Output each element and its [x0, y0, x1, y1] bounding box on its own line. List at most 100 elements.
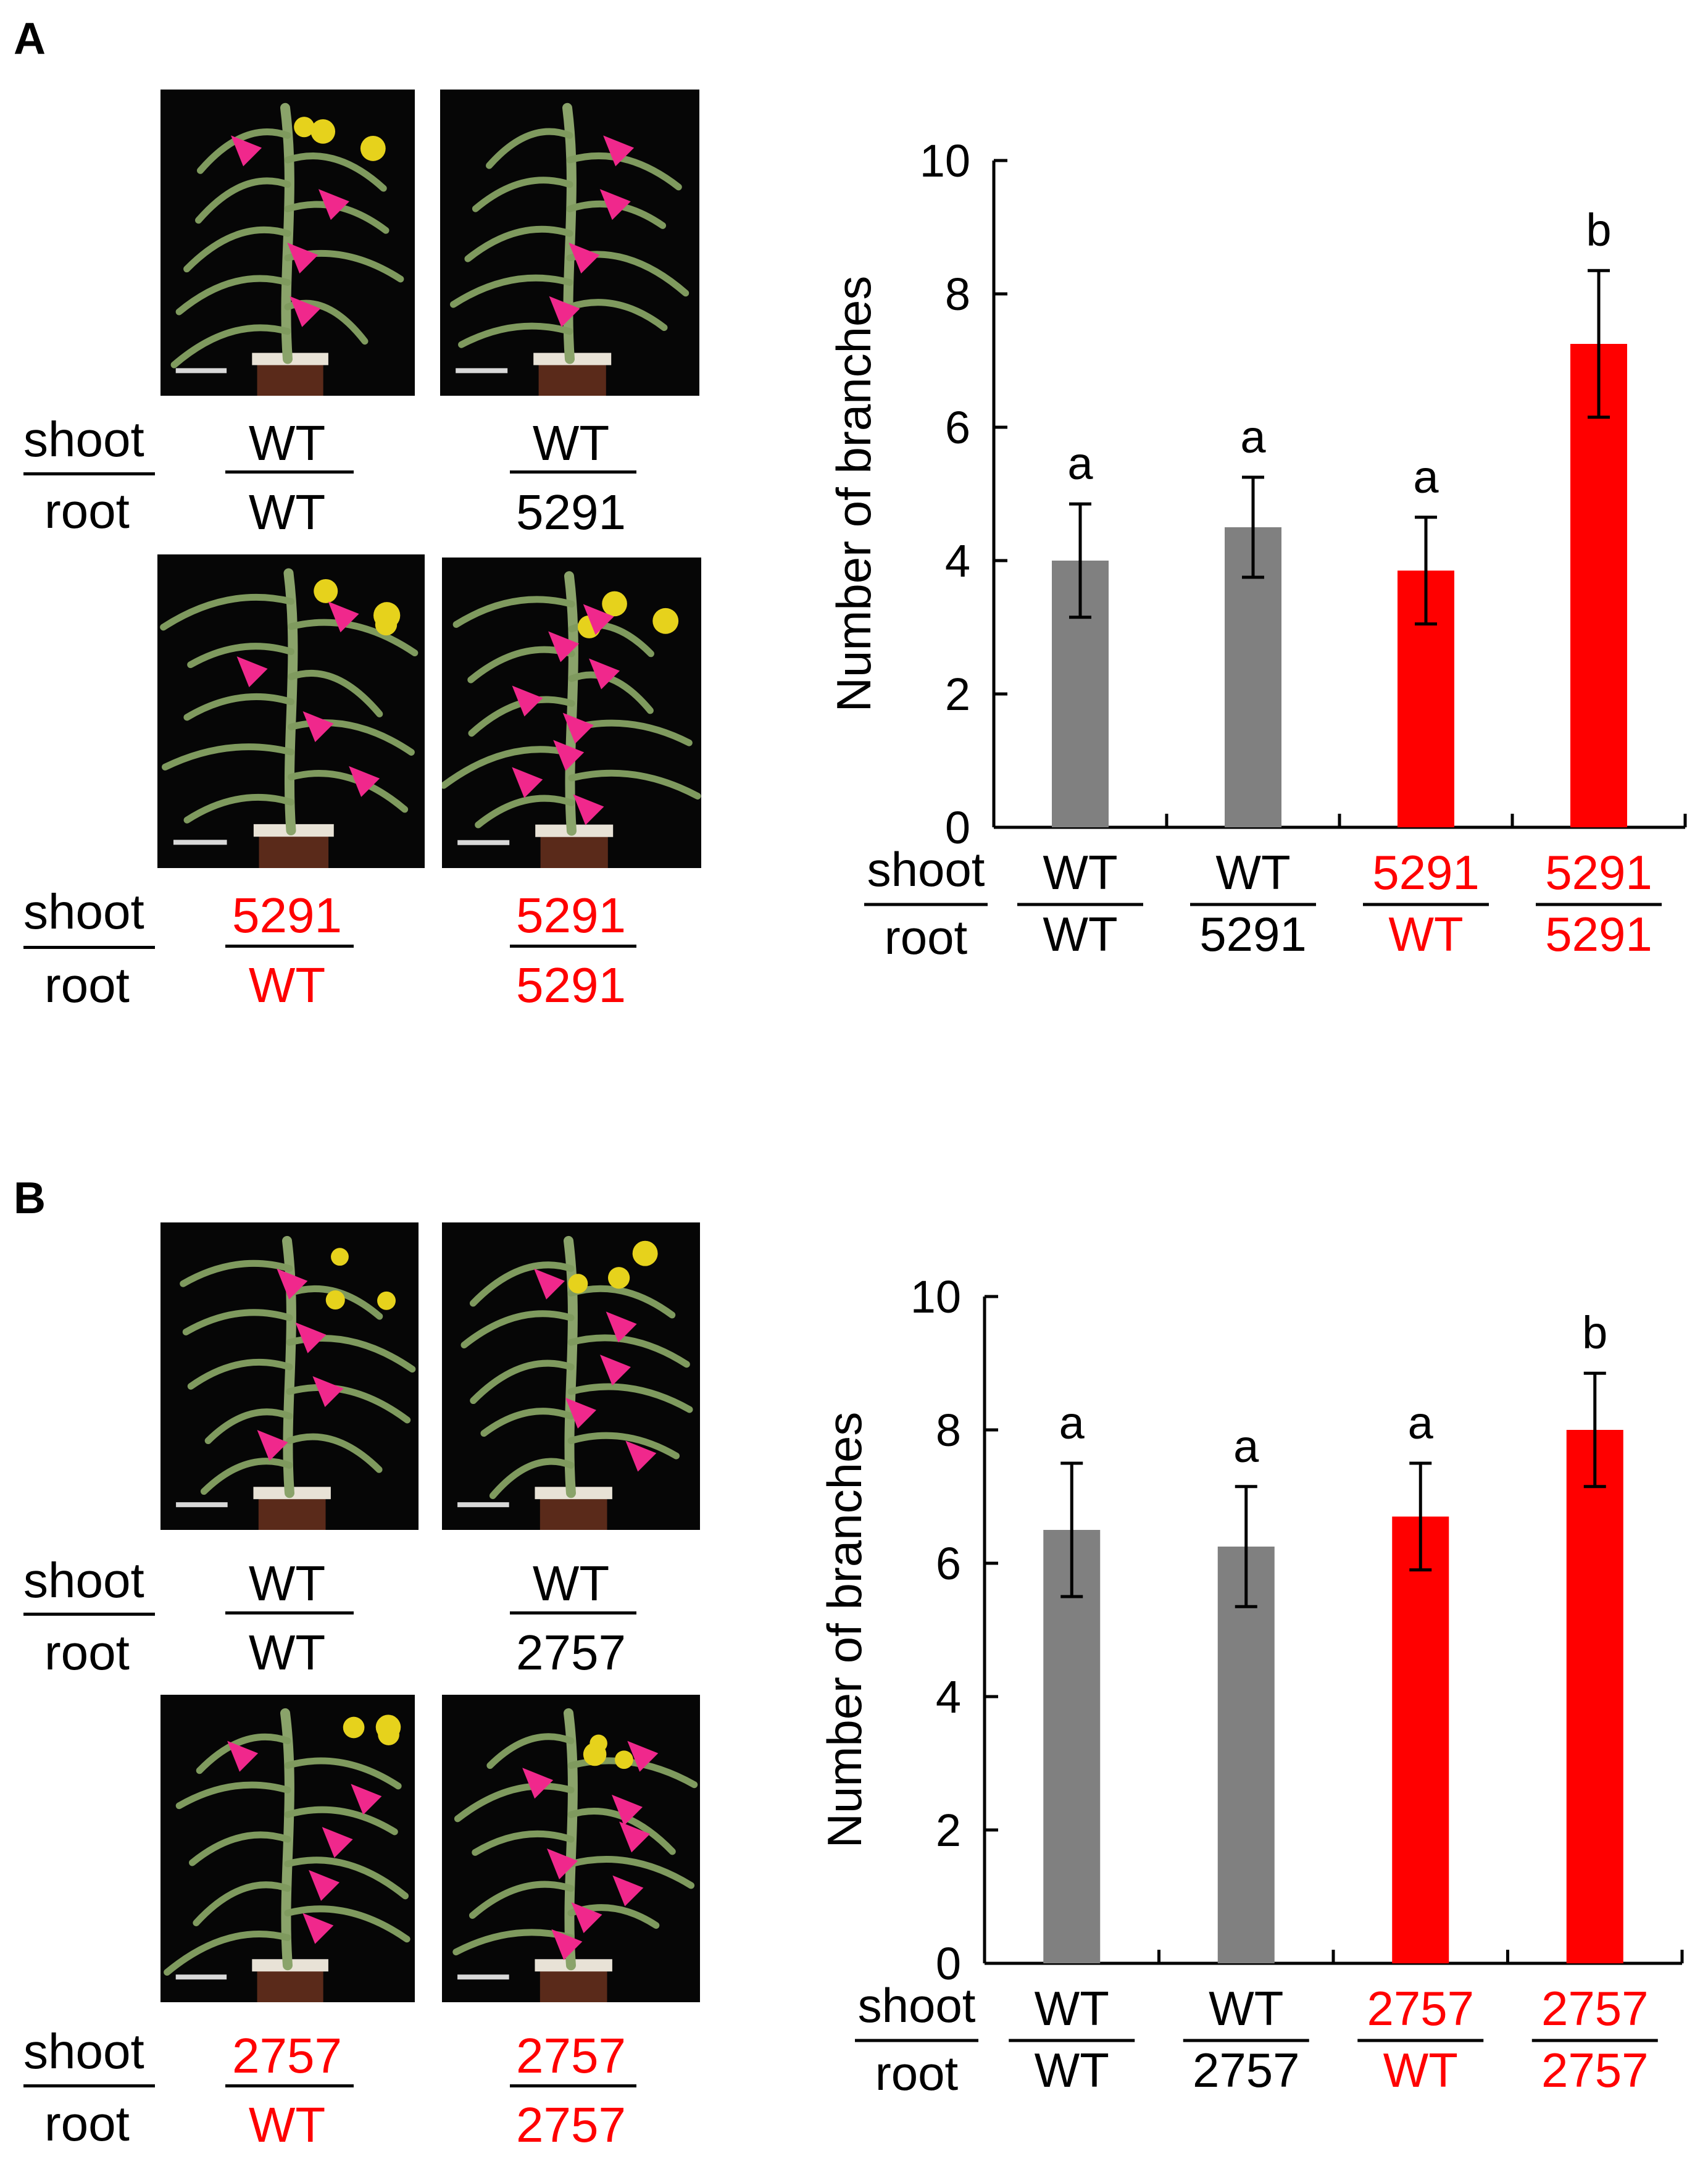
row-header-shoot: shoot — [23, 884, 144, 939]
branch-arrowhead-icon — [236, 656, 268, 688]
leaf — [189, 1831, 291, 1866]
plant-photo-b4 — [442, 1695, 700, 2002]
scale-bar — [175, 368, 227, 374]
category-shoot-label: 5291 — [1372, 845, 1480, 900]
leaf — [469, 1881, 575, 1919]
flower — [652, 608, 679, 634]
branch-arrowhead-icon — [512, 767, 543, 798]
row-header-root: root — [44, 1625, 130, 1680]
leaf — [472, 177, 573, 212]
leaf — [180, 1259, 293, 1287]
graft-shoot-label: 5291 — [516, 888, 626, 943]
branch-arrowhead-icon — [562, 712, 594, 744]
graft-divider — [510, 1611, 636, 1614]
row-header-divider — [23, 946, 155, 949]
category-root-label: WT — [1043, 907, 1117, 961]
row-header-root: root — [44, 483, 130, 538]
flower — [607, 1267, 630, 1289]
category-root-label: 5291 — [1199, 907, 1307, 961]
branch-arrowhead-icon — [309, 1869, 340, 1901]
leaf — [566, 152, 682, 191]
leaf — [284, 1806, 398, 1836]
plant-photo-a2 — [440, 90, 699, 396]
leaf — [288, 719, 415, 756]
leaf — [183, 693, 294, 721]
leaf — [288, 619, 419, 657]
plant-photo-a3 — [157, 554, 425, 868]
flower — [377, 1291, 396, 1310]
row-header-divider — [23, 2084, 155, 2087]
leaf — [472, 1830, 575, 1856]
branch-arrowhead-icon — [522, 1768, 554, 1799]
branch-arrowhead-icon — [328, 601, 359, 633]
significance-letter: b — [1582, 1307, 1607, 1358]
graft-shoot-label: 2757 — [516, 2028, 626, 2083]
branch-arrowhead-icon — [257, 1430, 288, 1461]
significance-letter: b — [1586, 204, 1611, 256]
axis-row-header-root: root — [875, 2046, 959, 2100]
leaf — [193, 1881, 291, 1926]
category-shoot-label: 2757 — [1367, 1981, 1474, 2036]
bar — [1217, 1547, 1275, 1963]
plant-photo-b1 — [160, 1222, 419, 1530]
plant-photo-b2-image — [442, 1222, 700, 1530]
leaf — [182, 1309, 293, 1335]
significance-letter: a — [1408, 1397, 1434, 1448]
pot — [540, 830, 608, 868]
leaf — [200, 1458, 293, 1495]
y-tick-label: 2 — [936, 1805, 961, 1856]
y-tick-label: 4 — [936, 1671, 961, 1723]
branch-count-chart-a: 0 2 4 6 8 10 Number of branches a WT WT a WT 5291 a 52… — [827, 135, 1687, 964]
leaf — [286, 1384, 411, 1424]
leaf — [566, 299, 668, 332]
branch-arrowhead-icon — [599, 1355, 631, 1386]
plant-photo-a3-image — [157, 554, 425, 868]
plant-photo-b1-image — [160, 1222, 419, 1530]
row-header-divider — [23, 472, 155, 475]
leaf — [175, 275, 291, 315]
branch-arrowhead-icon — [583, 604, 614, 635]
branch-count-chart-b: 0 2 4 6 8 10 Number of branches a WT WT a WT 2757 a 27… — [817, 1271, 1684, 2100]
plant-photo-a4-image — [442, 558, 701, 868]
branch-arrowhead-icon — [627, 1740, 659, 1772]
category-root-label: 2757 — [1541, 2043, 1649, 2097]
branch-arrowhead-icon — [512, 685, 543, 717]
branch-arrowhead-icon — [619, 1821, 651, 1853]
graft-shoot-label: WT — [248, 1556, 326, 1611]
plant-photo-a1 — [160, 90, 415, 396]
y-tick-label: 2 — [945, 669, 970, 720]
leaf — [464, 225, 573, 262]
flower — [331, 1248, 349, 1266]
leaf — [288, 669, 383, 717]
leaf — [567, 1432, 680, 1460]
leaf — [469, 1261, 575, 1307]
leaf — [454, 1782, 575, 1823]
category-root-label: 2757 — [1193, 2043, 1300, 2097]
branch-arrowhead-icon — [551, 1929, 583, 1960]
branch-arrowhead-icon — [302, 1913, 334, 1944]
graft-divider — [510, 2084, 636, 2087]
bar — [1043, 1530, 1101, 1963]
panel-b-letter: B — [14, 1174, 46, 1223]
category-shoot-label: WT — [1035, 1981, 1109, 2036]
scale-bar — [173, 840, 227, 845]
plant-photo-b3 — [160, 1695, 415, 2002]
graft-root-label: 2757 — [516, 1625, 626, 1680]
leaf — [486, 1733, 575, 1769]
y-axis-label: Number of branches — [817, 1412, 872, 1848]
branch-arrowhead-icon — [573, 794, 604, 825]
y-tick-label: 10 — [910, 1271, 961, 1322]
category-root-label: 5291 — [1545, 907, 1652, 961]
flower — [632, 1240, 658, 1266]
leaf — [449, 274, 573, 308]
scale-bar — [456, 368, 508, 374]
row-header-root: root — [44, 958, 130, 1013]
graft-divider — [225, 470, 354, 474]
plant-photo-b4-image — [442, 1695, 700, 2002]
branch-arrowhead-icon — [287, 243, 319, 274]
category-shoot-label: WT — [1043, 845, 1117, 900]
leaf — [183, 226, 291, 273]
leaf — [568, 769, 701, 800]
branch-arrowhead-icon — [569, 243, 600, 274]
plant-photo-a4 — [442, 558, 701, 868]
